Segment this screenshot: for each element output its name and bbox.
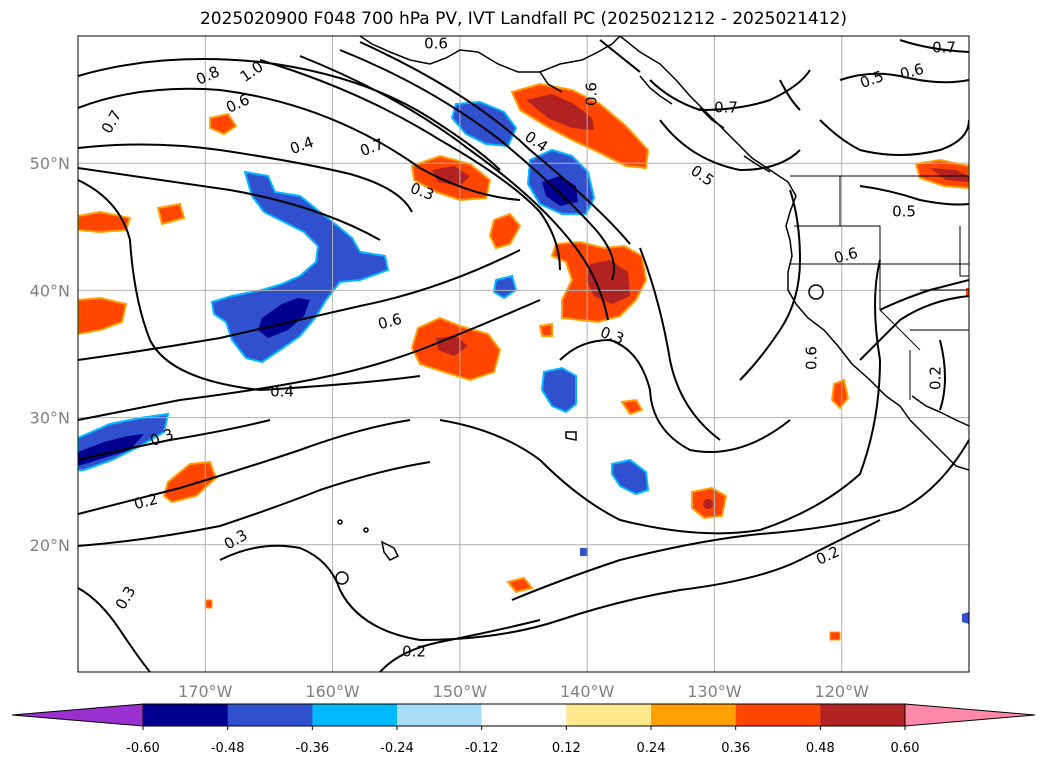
colorbar-extend-low	[11, 703, 144, 727]
gridlines	[78, 36, 969, 672]
map-title: 2025020900 F048 700 hPa PV, IVT Landfall…	[199, 9, 847, 29]
contour-label: 0.2	[132, 490, 160, 514]
negative-anomaly-core	[78, 434, 144, 466]
colorbar-segment	[566, 704, 652, 726]
contour-label: 0.6	[832, 244, 860, 268]
colorbar-tick-label: 0.24	[637, 741, 666, 756]
colorbar-segment	[651, 704, 737, 726]
colorbar-segment	[143, 704, 229, 726]
contour-label: 0.2	[927, 366, 945, 390]
contour-label: 0.6	[583, 82, 601, 106]
latitude-tick-label: 50°N	[30, 154, 70, 173]
negative-anomaly-region	[540, 366, 577, 414]
colorbar-tick-label: 0.36	[721, 741, 750, 756]
positive-anomaly-region	[620, 398, 644, 416]
latitude-tick-label: 30°N	[30, 409, 70, 428]
colorbar-segment	[820, 704, 906, 726]
longitude-tick-label: 170°W	[178, 682, 233, 701]
colorbar-segment	[227, 704, 313, 726]
contour-label: 0.6	[803, 346, 821, 370]
negative-anomaly-region	[962, 612, 969, 624]
positive-anomaly-region	[830, 378, 850, 410]
colorbar-segment	[735, 704, 821, 726]
contour-label: 0.6	[898, 60, 926, 84]
colorbar-segment	[397, 704, 483, 726]
longitude-tick-label: 140°W	[560, 682, 615, 701]
latitude-axis-labels: 20°N 30°N 40°N 50°N	[30, 154, 70, 555]
positive-anomaly-region	[162, 460, 218, 504]
contour-label: 0.6	[376, 310, 404, 334]
colorbar-tick-label: -0.24	[380, 741, 414, 756]
positive-anomaly-core	[930, 168, 969, 182]
contour-label: 0.2	[402, 643, 426, 661]
longitude-tick-label: 160°W	[305, 682, 360, 701]
longitude-tick-label: 130°W	[687, 682, 742, 701]
colorbar-tick-label: -0.48	[211, 741, 245, 756]
positive-anomaly-region	[209, 112, 238, 136]
contour-label: 0.7	[714, 99, 738, 117]
colorbar-tick-label: 0.60	[891, 741, 920, 756]
contour-label: 0.7	[932, 39, 956, 57]
negative-anomaly-region	[611, 458, 650, 496]
contour-label: 0.4	[270, 383, 294, 401]
colorbar-tick-label: -0.60	[126, 741, 160, 756]
positive-anomaly-region	[488, 212, 522, 250]
colorbar-tick-label: -0.36	[296, 741, 330, 756]
islands	[335, 284, 824, 585]
colorbar-extend-high	[904, 703, 1036, 727]
colorbar-tick-label: -0.12	[465, 741, 499, 756]
positive-anomaly-core	[586, 260, 630, 304]
colorbar-tick-label: 0.48	[806, 741, 835, 756]
positive-anomaly-core	[432, 166, 470, 186]
colorbar-segment	[481, 704, 567, 726]
longitude-axis-labels: 170°W 160°W 150°W 140°W 130°W 120°W	[178, 682, 869, 701]
longitude-tick-label: 120°W	[815, 682, 870, 701]
colorbar-tick-label: 0.12	[552, 741, 581, 756]
contour-label: 0.5	[892, 203, 916, 221]
positive-anomaly-region	[538, 322, 553, 337]
positive-anomaly-core	[526, 94, 594, 130]
positive-anomaly-region	[506, 576, 534, 594]
longitude-tick-label: 150°W	[433, 682, 488, 701]
colorbar: -0.60 -0.48 -0.36 -0.24 -0.12 0.12 0.24 0.36 0.4…	[11, 703, 1036, 756]
plot-frame	[77, 35, 970, 673]
positive-anomaly-region	[78, 296, 128, 336]
plot-area: 1.00.80.70.60.4 0.70.30.60.40.30.20.30.30…	[78, 35, 969, 672]
colorbar-frame	[142, 703, 906, 727]
pv-contours	[78, 39, 969, 672]
negative-anomaly-core	[258, 298, 310, 338]
contour-label: 0.6	[424, 35, 448, 53]
positive-anomaly-region	[156, 202, 186, 226]
latitude-tick-label: 40°N	[30, 281, 70, 300]
negative-anomaly-region	[210, 170, 390, 364]
latitude-tick-label: 20°N	[30, 536, 70, 555]
colorbar-segment	[312, 704, 398, 726]
